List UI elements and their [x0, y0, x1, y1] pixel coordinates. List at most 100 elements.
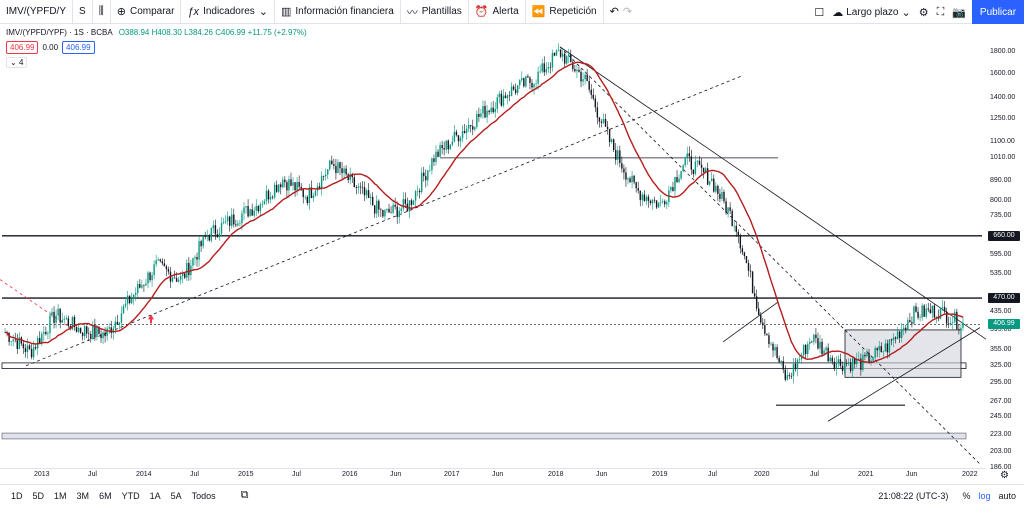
- replay-label: Repetición: [549, 6, 597, 17]
- financials-button[interactable]: ▥ Información financiera: [275, 0, 401, 24]
- candle-body: [455, 131, 458, 136]
- candle-body: [275, 184, 278, 192]
- candle-body: [118, 322, 121, 325]
- redo-icon[interactable]: ↷: [622, 6, 633, 18]
- range-button-1m[interactable]: 1M: [54, 490, 67, 501]
- auto-toggle[interactable]: auto: [998, 491, 1016, 501]
- price-axis[interactable]: 1800.00 1600.00 1400.00 1250.00 1100.00 1010.…: [986, 36, 1024, 471]
- price-tag: 660.00: [988, 230, 1020, 241]
- candle-body: [688, 153, 690, 157]
- candle-body: [382, 210, 384, 217]
- price-tick-label: 355.00: [990, 345, 1012, 353]
- candle-body: [212, 225, 215, 229]
- fullscreen-square-icon[interactable]: ☐: [814, 6, 825, 19]
- trendline-down: [559, 46, 986, 340]
- candle-body: [602, 118, 605, 123]
- candle-body: [77, 327, 80, 332]
- range-button-3m[interactable]: 3M: [76, 490, 90, 501]
- indicators-button[interactable]: ƒx Indicadores ⌄: [181, 0, 275, 24]
- candle-body: [684, 157, 686, 166]
- candle-body: [439, 145, 441, 157]
- candle-body: [75, 327, 78, 332]
- date-range-icon[interactable]: ⧉: [240, 489, 249, 501]
- candle-body: [231, 214, 233, 226]
- price-chart[interactable]: [0, 36, 986, 468]
- time-tick-label: 2017: [444, 471, 460, 478]
- candle-body: [647, 196, 650, 201]
- candle-body: [890, 339, 893, 341]
- range-button-6m[interactable]: 6M: [99, 490, 112, 501]
- percent-toggle[interactable]: %: [962, 491, 971, 501]
- candle-body: [71, 317, 74, 330]
- range-button-5d[interactable]: 5D: [32, 490, 45, 501]
- symbol-label: IMV/(YPFD/Y: [6, 6, 67, 17]
- candle-body: [819, 341, 821, 349]
- candle-body: [304, 196, 306, 198]
- bid-price[interactable]: 406.99: [6, 41, 39, 54]
- templates-button[interactable]: 〰 Plantillas: [401, 0, 469, 24]
- candle-body: [523, 78, 525, 87]
- candle-body: [470, 125, 472, 127]
- settings-gear-icon[interactable]: ⚙: [918, 6, 929, 19]
- candle-body: [81, 332, 84, 337]
- camera-icon[interactable]: 📷: [952, 6, 966, 19]
- axis-settings-gear-icon[interactable]: ⚙: [1000, 470, 1009, 481]
- candle-body: [615, 150, 617, 160]
- candle-body: [51, 311, 53, 316]
- log-toggle[interactable]: log: [978, 491, 991, 501]
- candle-body: [621, 163, 623, 169]
- candle-body: [680, 171, 682, 179]
- candle-body: [206, 236, 208, 238]
- compare-button[interactable]: ⊕ Comparar: [111, 0, 182, 24]
- range-button-5a[interactable]: 5A: [170, 490, 182, 501]
- range-button-todos[interactable]: Todos: [191, 490, 216, 501]
- candle-body: [269, 196, 272, 200]
- dashed-trendline-down: [559, 46, 981, 465]
- candle-body: [410, 200, 413, 205]
- time-tick-label: Jun: [390, 471, 402, 478]
- replay-button[interactable]: ⏪ Repetición: [526, 0, 604, 24]
- candle-body: [878, 346, 880, 351]
- candle-body: [835, 363, 838, 369]
- candle-body: [192, 258, 194, 266]
- time-axis[interactable]: 2013 Jul 2014 Jul 2015 Jul 2016 Jun 2017 Jun 2018 J…: [0, 468, 986, 482]
- candle-body: [907, 320, 909, 331]
- range-button-ytd[interactable]: YTD: [121, 490, 140, 501]
- symbol-search[interactable]: IMV/(YPFD/Y: [0, 0, 74, 24]
- financials-label: Información financiera: [295, 6, 394, 17]
- layout-button[interactable]: ☁ Largo plazo ⌄: [832, 6, 910, 19]
- candle-body: [45, 331, 47, 335]
- candle-body: [927, 308, 929, 310]
- candle-body: [214, 225, 217, 235]
- templates-label: Plantillas: [421, 6, 462, 17]
- candle-body: [449, 144, 452, 150]
- chart-type-button[interactable]: ⫼: [93, 0, 111, 24]
- candle-body: [796, 359, 799, 370]
- indicators-collapse-button[interactable]: ⌄ 4: [6, 57, 28, 68]
- candle-body: [61, 319, 63, 323]
- candle-body: [47, 333, 49, 335]
- range-button-1a[interactable]: 1A: [149, 490, 161, 501]
- ask-price[interactable]: 406.99: [62, 41, 95, 54]
- candle-body: [322, 176, 325, 177]
- interval-button[interactable]: S: [73, 0, 93, 24]
- undo-icon[interactable]: ↶: [609, 6, 619, 18]
- candle-body: [57, 308, 59, 316]
- price-tick-label: 1010.00: [990, 153, 1016, 161]
- candle-body: [218, 233, 221, 238]
- candle-body: [194, 257, 196, 259]
- candle-body: [588, 81, 590, 90]
- publish-button[interactable]: Publicar: [972, 0, 1024, 24]
- candle-body: [402, 199, 405, 209]
- clock-time[interactable]: 21:08:22 (UTC-3): [878, 491, 949, 501]
- legend-title[interactable]: IMV/(YPFD/YPF) · 1S · BCBA: [6, 28, 113, 37]
- candle-body: [32, 347, 35, 358]
- candle-body: [774, 347, 776, 351]
- expand-icon[interactable]: ⛶: [936, 5, 945, 18]
- candle-body: [145, 283, 147, 286]
- range-button-1d[interactable]: 1D: [11, 490, 23, 501]
- candle-body: [249, 209, 251, 217]
- alert-button[interactable]: ⏰ Alerta: [469, 0, 526, 24]
- candle-body: [443, 148, 445, 150]
- candle-body: [73, 317, 76, 328]
